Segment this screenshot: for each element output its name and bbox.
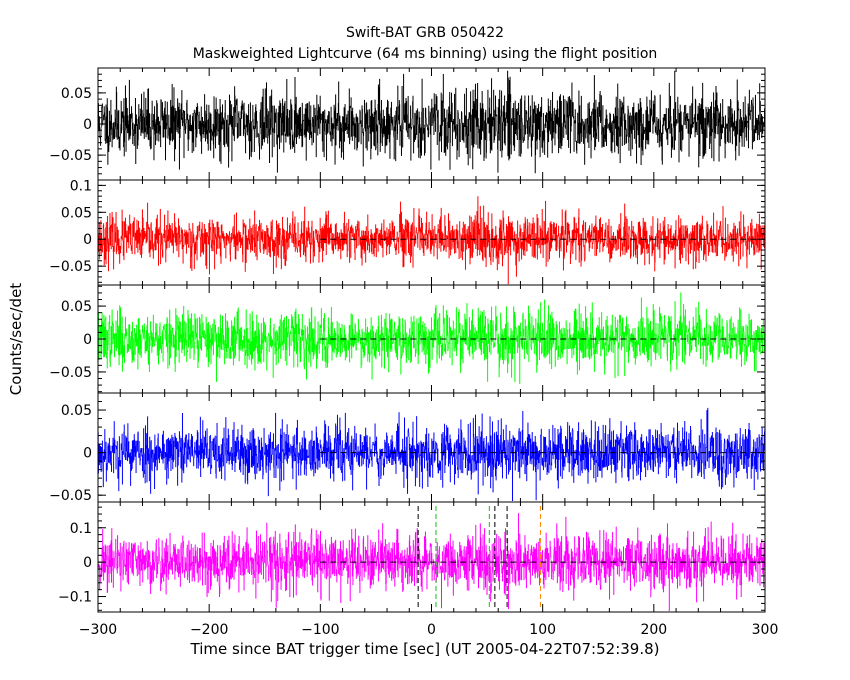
ytick-label-3-1: 0 bbox=[83, 446, 92, 462]
y-axis-label: Counts/sec/det bbox=[7, 282, 25, 396]
series-0-trace bbox=[97, 70, 766, 174]
xtick-label-4: 100 bbox=[529, 622, 556, 638]
chart-subtitle: Maskweighted Lightcurve (64 ms binning) … bbox=[192, 46, 658, 62]
ytick-label-2-2: 0.05 bbox=[61, 299, 92, 315]
series-2-trace bbox=[97, 292, 766, 384]
panel-4: −0.1 0 0.1 bbox=[58, 501, 766, 613]
xtick-label-1: −200 bbox=[190, 622, 228, 638]
x-axis-label: Time since BAT trigger time [sec] (UT 20… bbox=[190, 640, 660, 658]
ytick-label-4-0: −0.1 bbox=[58, 590, 92, 606]
ytick-label-2-0: −0.05 bbox=[49, 365, 92, 381]
xtick-label-2: −100 bbox=[301, 622, 339, 638]
ytick-label-1-1: 0 bbox=[83, 232, 92, 248]
ytick-label-1-2: 0.05 bbox=[61, 205, 92, 221]
ytick-label-1-0: −0.05 bbox=[49, 259, 92, 275]
ytick-label-2-1: 0 bbox=[83, 332, 92, 348]
xtick-label-0: −300 bbox=[79, 622, 117, 638]
panel-1: −0.05 0 0.05 0.1 bbox=[49, 178, 766, 286]
panel-3: −0.05 0 0.05 bbox=[49, 392, 766, 504]
ytick-label-4-1: 0 bbox=[83, 555, 92, 571]
ytick-label-0-2: 0.05 bbox=[61, 86, 92, 102]
ytick-label-1-3: 0.1 bbox=[70, 178, 92, 194]
xtick-label-5: 200 bbox=[640, 622, 667, 638]
ytick-label-3-0: −0.05 bbox=[49, 488, 92, 504]
xtick-label-6: 300 bbox=[752, 622, 779, 638]
series-3-trace bbox=[97, 407, 766, 502]
xtick-label-3: 0 bbox=[427, 622, 436, 638]
panel-0: −0.05 0 0.05 bbox=[49, 67, 766, 181]
panel-2: −0.05 0 0.05 bbox=[49, 284, 766, 394]
chart-title: Swift-BAT GRB 050422 bbox=[345, 25, 505, 41]
ytick-label-0-1: 0 bbox=[83, 117, 92, 133]
ytick-label-3-2: 0.05 bbox=[61, 403, 92, 419]
series-1-trace bbox=[97, 196, 766, 285]
ytick-label-4-2: 0.1 bbox=[70, 521, 92, 537]
ytick-label-0-0: −0.05 bbox=[49, 148, 92, 164]
